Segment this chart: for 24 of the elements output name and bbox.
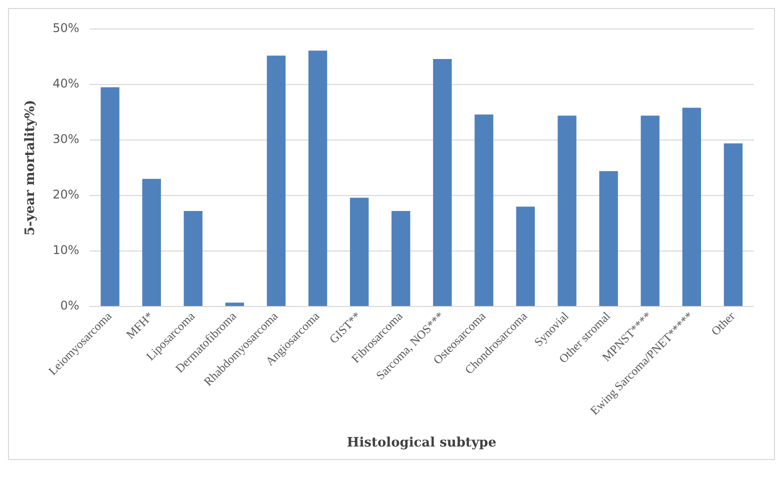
y-tick-label: 0% xyxy=(60,298,80,313)
y-tick-label: 10% xyxy=(52,243,80,258)
y-tick-label: 40% xyxy=(52,76,80,91)
y-tick-label: 20% xyxy=(52,188,80,202)
x-axis-title: Histological subtype xyxy=(346,436,496,451)
bar xyxy=(225,302,244,306)
bar xyxy=(350,198,369,306)
bar xyxy=(142,178,161,306)
bar xyxy=(266,56,286,306)
bar xyxy=(640,116,660,306)
bar xyxy=(392,211,410,306)
bar xyxy=(100,87,120,306)
bar xyxy=(184,211,202,306)
bar xyxy=(599,171,618,306)
y-tick-label: 30% xyxy=(52,132,80,146)
bar xyxy=(724,143,743,306)
bar xyxy=(682,108,702,306)
bar xyxy=(558,116,576,306)
y-tick-label: 50% xyxy=(52,21,80,36)
bar xyxy=(308,50,328,306)
bar xyxy=(516,206,535,306)
y-axis-title: 5-year mortality%) xyxy=(23,100,38,236)
bar xyxy=(433,58,452,306)
bar xyxy=(474,114,494,306)
